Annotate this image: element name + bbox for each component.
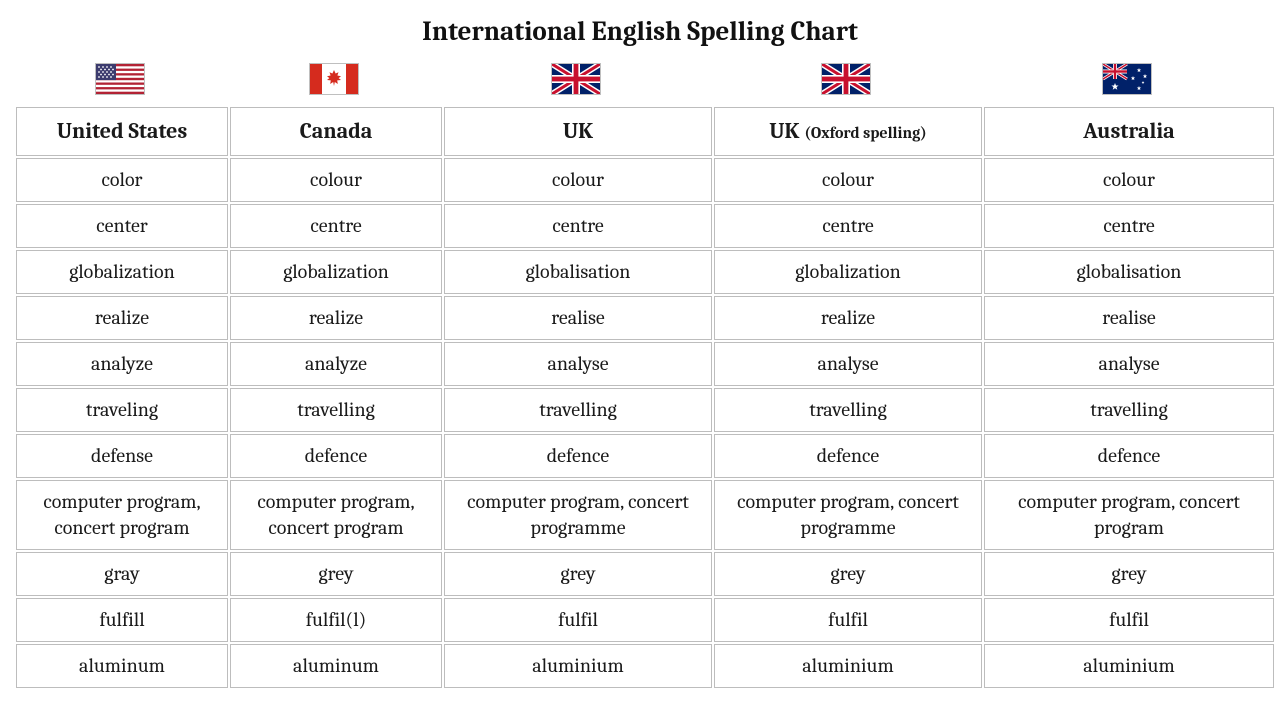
cell: aluminum <box>230 644 442 688</box>
cell: grey <box>444 552 712 596</box>
cell: colour <box>984 158 1274 202</box>
table-row: computer program, concert program comput… <box>16 480 1274 550</box>
cell: analyze <box>16 342 228 386</box>
cell: grey <box>984 552 1274 596</box>
cell: globalization <box>714 250 982 294</box>
flag-row <box>14 59 1266 99</box>
table-row: gray grey grey grey grey <box>16 552 1274 596</box>
table-row: globalization globalization globalisatio… <box>16 250 1274 294</box>
cell: fulfill <box>16 598 228 642</box>
cell: realize <box>16 296 228 340</box>
spelling-table: United States Canada UK UK (Oxford spell… <box>14 105 1276 690</box>
cell: defence <box>714 434 982 478</box>
australia-flag-icon <box>1103 64 1151 94</box>
col-header-label: UK <box>769 118 804 144</box>
table-row: realize realize realise realize realise <box>16 296 1274 340</box>
cell: colour <box>230 158 442 202</box>
cell: globalisation <box>984 250 1274 294</box>
flag-cell-uk-oxford <box>712 59 980 99</box>
col-header-label: UK <box>563 118 593 144</box>
cell: fulfil <box>714 598 982 642</box>
col-header-sub: (Oxford spelling) <box>804 124 926 142</box>
cell: computer program, concert program <box>230 480 442 550</box>
cell: defence <box>444 434 712 478</box>
cell: aluminium <box>714 644 982 688</box>
cell: travelling <box>984 388 1274 432</box>
cell: gray <box>16 552 228 596</box>
cell: centre <box>984 204 1274 248</box>
cell: grey <box>714 552 982 596</box>
cell: colour <box>714 158 982 202</box>
cell: travelling <box>444 388 712 432</box>
flag-cell-us <box>14 59 226 99</box>
cell: computer program, concert program <box>984 480 1274 550</box>
us-flag-icon <box>96 64 144 94</box>
col-header-australia: Australia <box>984 107 1274 156</box>
cell: defence <box>984 434 1274 478</box>
page-title: International English Spelling Chart <box>14 16 1266 47</box>
flag-cell-australia <box>982 59 1272 99</box>
col-header-canada: Canada <box>230 107 442 156</box>
spelling-chart-page: International English Spelling Chart Uni… <box>0 0 1280 710</box>
cell: travelling <box>230 388 442 432</box>
cell: colour <box>444 158 712 202</box>
cell: traveling <box>16 388 228 432</box>
table-row: defense defence defence defence defence <box>16 434 1274 478</box>
cell: realize <box>230 296 442 340</box>
uk-flag-icon <box>552 64 600 94</box>
table-header-row: United States Canada UK UK (Oxford spell… <box>16 107 1274 156</box>
cell: fulfil(l) <box>230 598 442 642</box>
cell: analyse <box>984 342 1274 386</box>
col-header-label: Canada <box>300 118 373 144</box>
cell: analyse <box>444 342 712 386</box>
cell: center <box>16 204 228 248</box>
cell: defense <box>16 434 228 478</box>
cell: analyse <box>714 342 982 386</box>
table-row: color colour colour colour colour <box>16 158 1274 202</box>
cell: realise <box>984 296 1274 340</box>
cell: globalization <box>230 250 442 294</box>
cell: centre <box>230 204 442 248</box>
table-row: aluminum aluminum aluminium aluminium al… <box>16 644 1274 688</box>
cell: globalisation <box>444 250 712 294</box>
cell: aluminium <box>444 644 712 688</box>
flag-cell-canada <box>228 59 440 99</box>
table-row: center centre centre centre centre <box>16 204 1274 248</box>
cell: centre <box>444 204 712 248</box>
col-header-uk: UK <box>444 107 712 156</box>
cell: analyze <box>230 342 442 386</box>
table-row: fulfill fulfil(l) fulfil fulfil fulfil <box>16 598 1274 642</box>
cell: computer program, concert programme <box>714 480 982 550</box>
cell: aluminum <box>16 644 228 688</box>
cell: globalization <box>16 250 228 294</box>
cell: computer program, concert program <box>16 480 228 550</box>
cell: grey <box>230 552 442 596</box>
cell: aluminium <box>984 644 1274 688</box>
cell: defence <box>230 434 442 478</box>
cell: travelling <box>714 388 982 432</box>
cell: centre <box>714 204 982 248</box>
col-header-label: Australia <box>1083 118 1174 144</box>
table-body: color colour colour colour colour center… <box>16 158 1274 688</box>
cell: realise <box>444 296 712 340</box>
table-row: traveling travelling travelling travelli… <box>16 388 1274 432</box>
cell: color <box>16 158 228 202</box>
uk-flag-icon <box>822 64 870 94</box>
cell: computer program, concert programme <box>444 480 712 550</box>
canada-flag-icon <box>310 64 358 94</box>
cell: realize <box>714 296 982 340</box>
flag-cell-uk <box>442 59 710 99</box>
table-row: analyze analyze analyse analyse analyse <box>16 342 1274 386</box>
col-header-uk-oxford: UK (Oxford spelling) <box>714 107 982 156</box>
col-header-us: United States <box>16 107 228 156</box>
col-header-label: United States <box>57 118 188 144</box>
cell: fulfil <box>984 598 1274 642</box>
cell: fulfil <box>444 598 712 642</box>
